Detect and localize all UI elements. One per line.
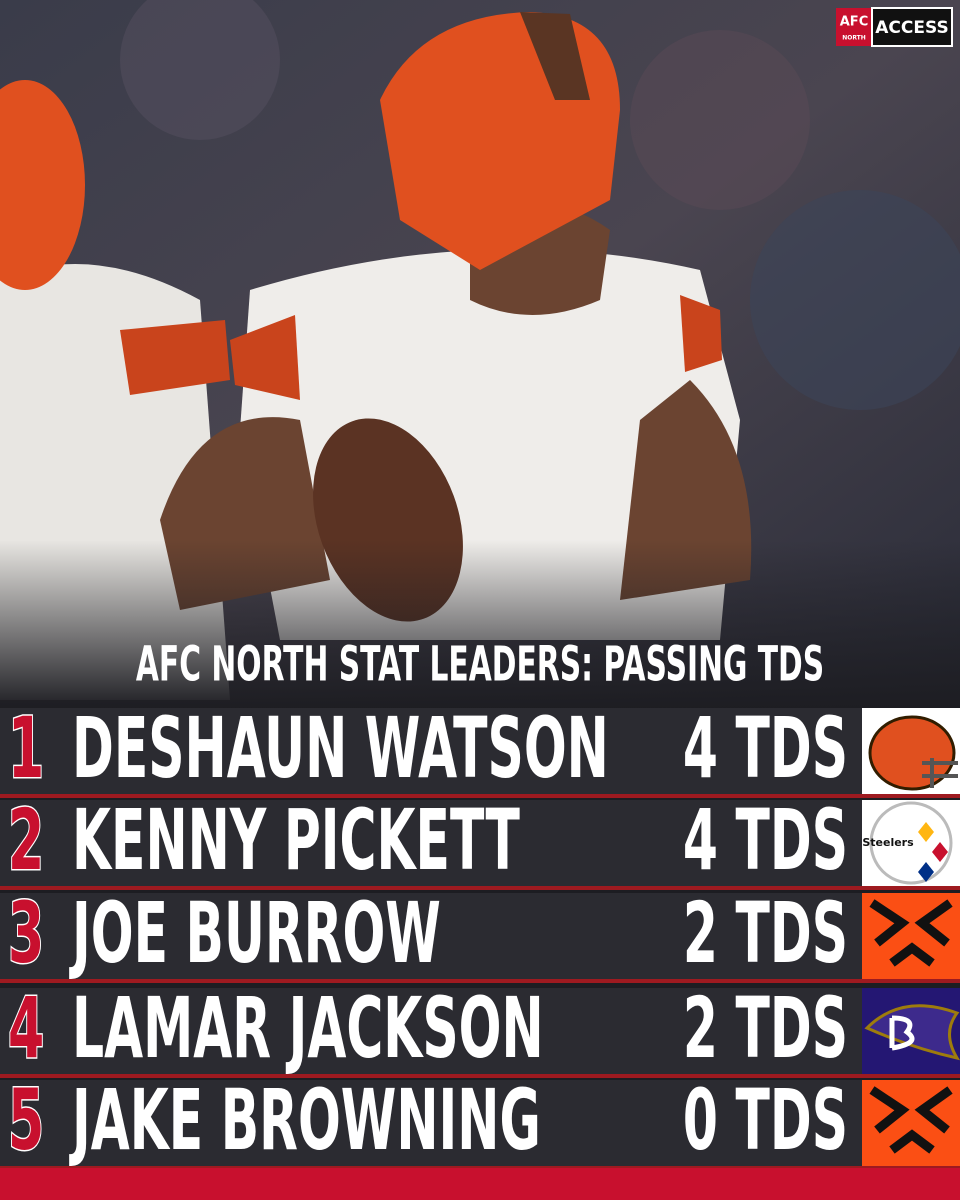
afc-emblem xyxy=(836,8,872,46)
team-logo xyxy=(862,893,960,979)
player-name: JOE BURROW xyxy=(69,886,441,983)
raven-b xyxy=(889,1015,915,1051)
rank: 4 xyxy=(8,980,44,1077)
row-rule xyxy=(0,1074,960,1078)
row-bg xyxy=(0,988,960,1074)
leader-row: 3 JOE BURROW 2 TDS xyxy=(0,884,960,984)
logo-ring xyxy=(869,801,953,885)
team-logo xyxy=(862,1080,960,1166)
title: AFC NORTH STAT LEADERS: PASSING TDS xyxy=(136,637,824,692)
leader-table: 1 DESHAUN WATSON 4 TDS 2 KENNY PICKETT 4 TDS S… xyxy=(0,699,960,1171)
brand-text: ACCESS xyxy=(875,18,948,38)
player-name: LAMAR JACKSON xyxy=(72,981,544,1078)
row-bg xyxy=(0,1080,960,1166)
player-name: KENNY PICKETT xyxy=(72,793,520,890)
team-logo: Steelers xyxy=(862,800,960,886)
stripes xyxy=(869,899,953,967)
logo-text: Steelers xyxy=(862,836,914,849)
leader-row: 1 DESHAUN WATSON 4 TDS xyxy=(0,699,960,799)
brand-logo: AFC NORTH ACCESS xyxy=(836,7,953,47)
row-bg xyxy=(0,800,960,886)
hypocycloid-yellow xyxy=(918,822,934,842)
bottom-stripe xyxy=(0,1168,960,1200)
leader-row: 2 KENNY PICKETT 4 TDS Steelers xyxy=(0,791,960,891)
team-logo xyxy=(862,988,960,1074)
rank: 1 xyxy=(8,700,44,797)
row-bg xyxy=(0,893,960,979)
rank: 3 xyxy=(8,885,44,982)
player-name: JAKE BROWNING xyxy=(69,1073,541,1170)
helmet xyxy=(868,715,956,791)
brand-box xyxy=(871,7,953,47)
stripes xyxy=(869,1086,953,1154)
leader-row: 5 JAKE BROWNING 0 TDS xyxy=(0,1071,960,1171)
emblem-text: AFC xyxy=(840,15,868,30)
hypocycloid-red xyxy=(932,842,948,862)
row-rule xyxy=(0,794,960,798)
rank: 2 xyxy=(8,792,44,889)
stat-value: 2 TDS xyxy=(683,981,848,1078)
team-logo xyxy=(862,708,960,794)
row-rule xyxy=(0,886,960,890)
player-name: DESHAUN WATSON xyxy=(72,701,609,798)
leader-row: 4 LAMAR JACKSON 2 TDS xyxy=(0,979,960,1079)
stat-value: 0 TDS xyxy=(683,1073,848,1170)
row-bg xyxy=(0,708,960,794)
stat-value: 4 TDS xyxy=(683,793,848,890)
rank: 5 xyxy=(8,1072,44,1169)
row-rule xyxy=(0,979,960,983)
stat-value: 4 TDS xyxy=(683,701,848,798)
stat-value: 2 TDS xyxy=(683,886,848,983)
hypocycloid-blue xyxy=(918,862,934,882)
division-text: NORTH xyxy=(842,35,866,42)
facemask xyxy=(922,758,958,788)
photo xyxy=(0,0,960,710)
